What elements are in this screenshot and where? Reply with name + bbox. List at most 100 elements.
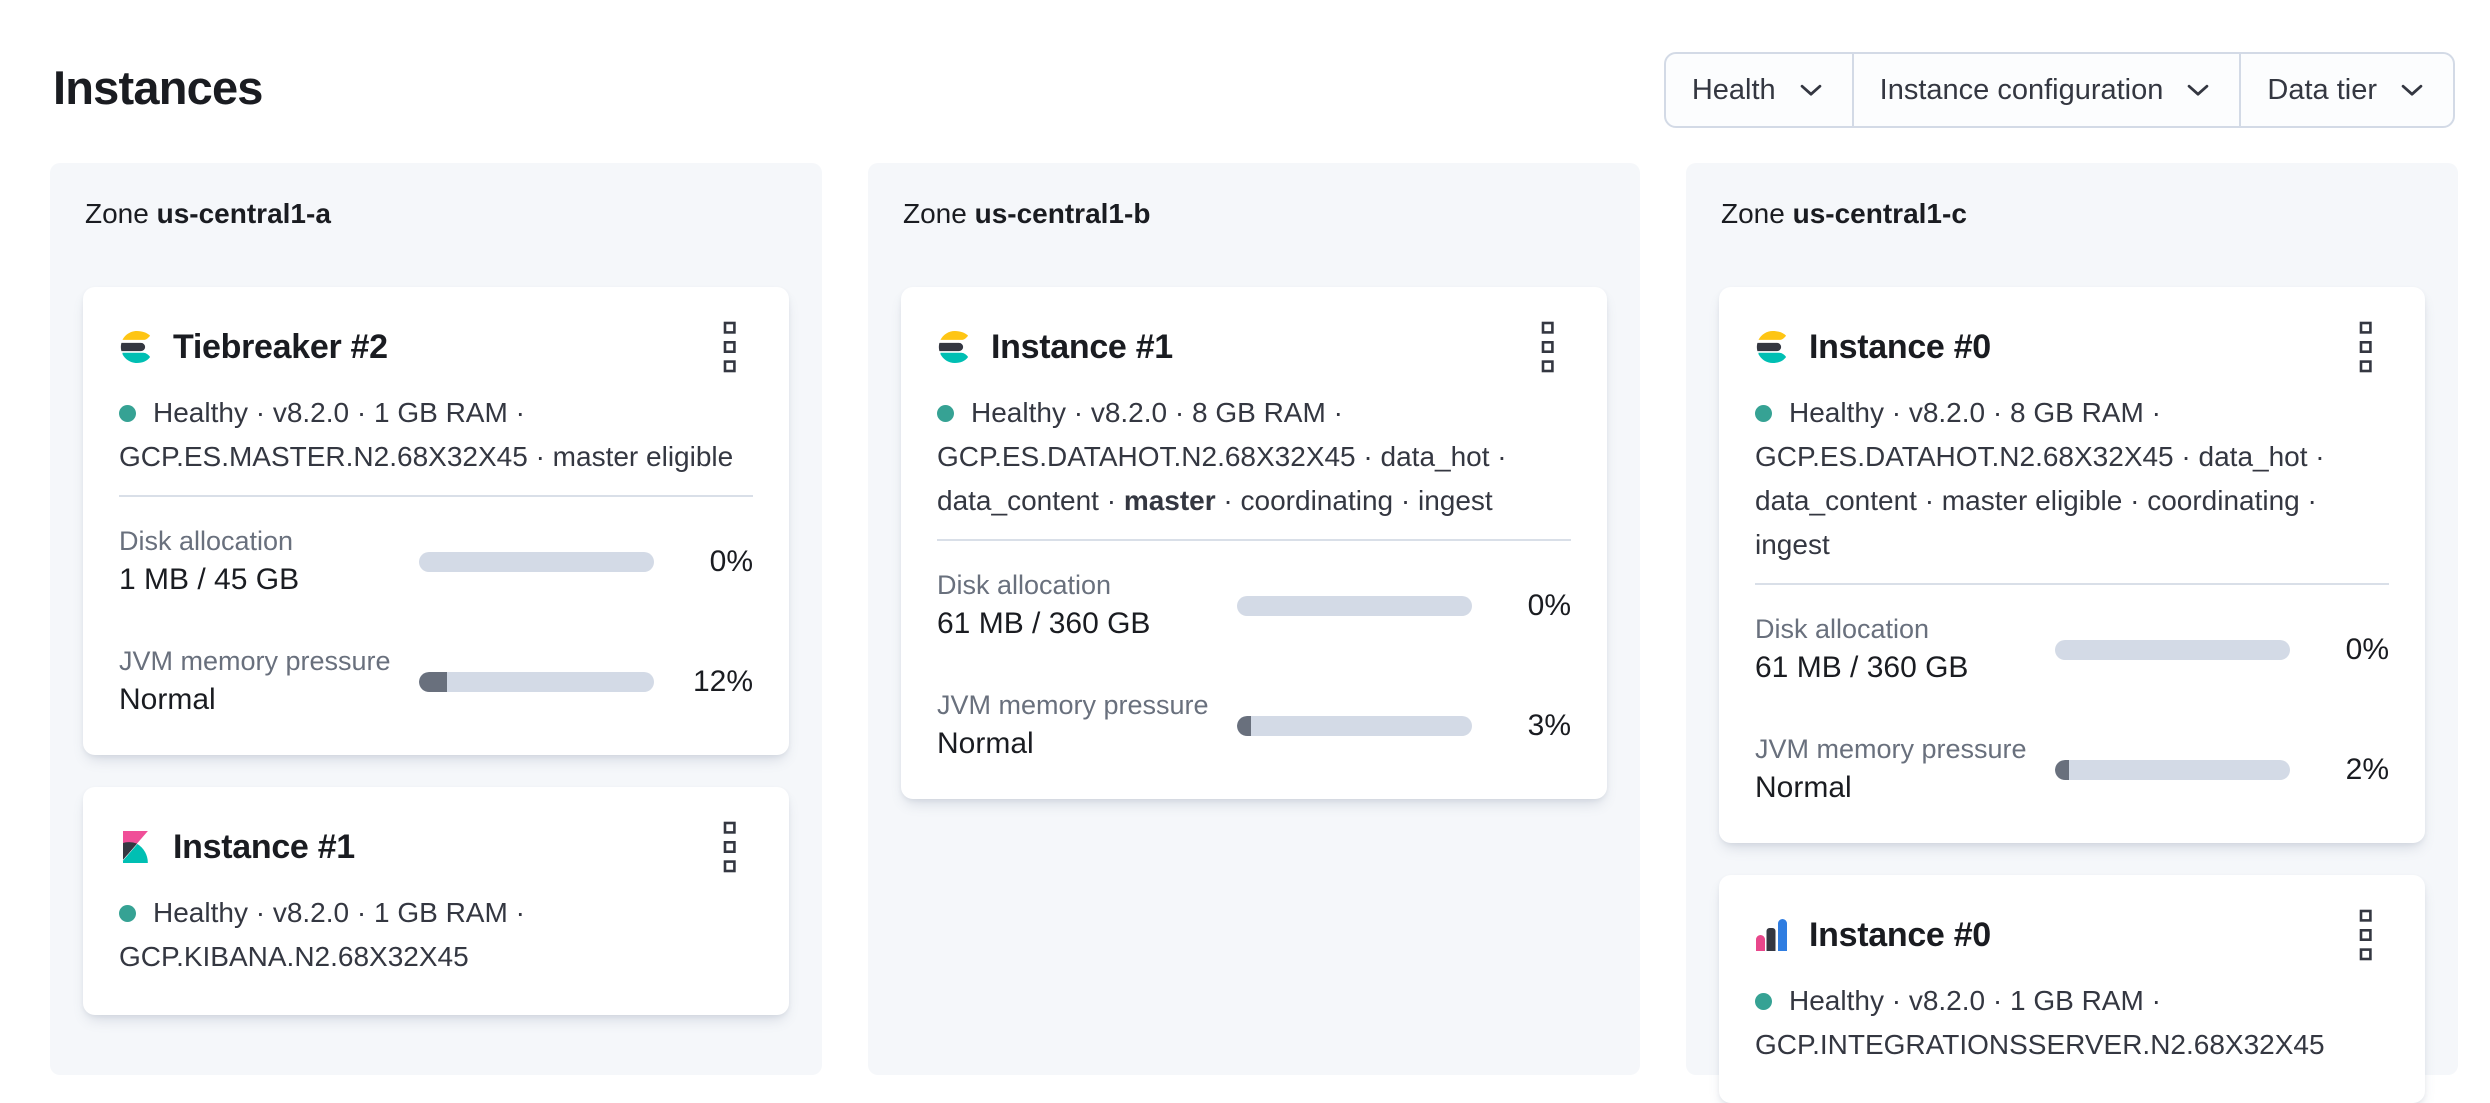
status-segment: GCP.ES.DATAHOT.N2.68X32X45 · data_hot ·: [1755, 441, 2325, 472]
status-segment: GCP.KIBANA.N2.68X32X45: [119, 941, 469, 972]
metric-value: Normal: [1755, 771, 1852, 804]
filter-button-label: Health: [1691, 73, 1776, 106]
instance-status-line: GCP.ES.MASTER.N2.68X32X45 · master eligi…: [119, 435, 753, 479]
status-segment: GCP.ES.DATAHOT.N2.68X32X45 · data_hot ·: [937, 441, 1507, 472]
status-segment: Healthy · v8.2.0 · 1 GB RAM ·: [153, 397, 525, 428]
kibana-logo: [119, 831, 151, 863]
metric-label: JVM memory pressure: [1755, 734, 2027, 764]
zone-label: Zone us-central1-a: [85, 198, 331, 229]
metric-row: JVM memory pressure Normal 12%: [119, 645, 753, 719]
status-segment: Healthy · v8.2.0 · 8 GB RAM ·: [1789, 397, 2161, 428]
instance-card: Tiebreaker #2 Healthy · v8.2.0 · 1 GB RA…: [83, 287, 789, 755]
metric-value: 61 MB / 360 GB: [1755, 651, 1969, 684]
instance-status-line: data_content · master eligible · coordin…: [1755, 479, 2389, 567]
metric-row: JVM memory pressure Normal 3%: [937, 689, 1571, 763]
status-segment: Healthy · v8.2.0 · 1 GB RAM ·: [1789, 985, 2161, 1016]
status-segment: · coordinating · ingest: [1215, 485, 1493, 516]
instance-title: Instance #0: [1809, 328, 1991, 366]
progress-bar: [2055, 760, 2290, 780]
instance-card: Instance #0 Healthy · v8.2.0 · 8 GB RAM …: [1719, 287, 2425, 843]
zone-name: us-central1-a: [156, 198, 331, 229]
filter-button[interactable]: Health: [1666, 54, 1852, 126]
status-segment: Healthy · v8.2.0 · 1 GB RAM ·: [153, 897, 525, 928]
instance-status: Healthy · v8.2.0 · 1 GB RAM · GCP.ES.MAST…: [119, 391, 753, 479]
progress-bar: [419, 672, 654, 692]
zone-cards: Instance #0 Healthy · v8.2.0 · 8 GB RAM …: [1719, 287, 2425, 1103]
progress-bar: [1237, 716, 1472, 736]
status-segment: data_content · master eligible · coordin…: [1755, 485, 2317, 560]
page-header: Instances Health Instance configuration …: [0, 0, 2490, 128]
instance-status-line: GCP.KIBANA.N2.68X32X45: [119, 935, 753, 979]
instance-card-header: Instance #1: [937, 321, 1571, 373]
card-divider: [1755, 583, 2389, 585]
metric-value: 61 MB / 360 GB: [937, 607, 1151, 640]
health-dot: [119, 405, 136, 422]
integrations-server-logo: [1755, 919, 1787, 951]
instance-card: Instance #0 Healthy · v8.2.0 · 1 GB RAM …: [1719, 875, 2425, 1103]
instance-status: Healthy · v8.2.0 · 8 GB RAM · GCP.ES.DATA…: [1755, 391, 2389, 567]
instance-metrics: Disk allocation 1 MB / 45 GB 0% JVM memo…: [119, 525, 753, 719]
health-dot: [1755, 993, 1772, 1010]
progress-bar-fill: [419, 672, 448, 692]
metric-label: Disk allocation: [119, 526, 294, 556]
metric-percent: 12%: [692, 665, 753, 698]
metric-row: Disk allocation 61 MB / 360 GB 0%: [1755, 613, 2389, 687]
instance-menu-button[interactable]: [723, 821, 737, 873]
chevron-down-icon: [2183, 75, 2213, 105]
zone-panel: Zone us-central1-a Tiebreaker #2 Healthy…: [50, 163, 822, 1075]
filter-button[interactable]: Data tier: [2239, 54, 2453, 126]
metric-percent: 0%: [709, 545, 753, 578]
instance-status-line: Healthy · v8.2.0 · 1 GB RAM ·: [119, 891, 753, 935]
zone-name: us-central1-c: [1792, 198, 1967, 229]
health-dot: [1755, 405, 1772, 422]
instance-status-line: GCP.INTEGRATIONSSERVER.N2.68X32X45: [1755, 1023, 2389, 1067]
elasticsearch-logo: [119, 331, 151, 363]
boxes-vertical-icon: [2359, 909, 2372, 961]
instance-menu-button[interactable]: [1541, 321, 1555, 373]
instance-card-header: Instance #0: [1755, 909, 2389, 961]
card-divider: [119, 495, 753, 497]
zone-cards: Instance #1 Healthy · v8.2.0 · 8 GB RAM …: [901, 287, 1607, 799]
metric-row: Disk allocation 61 MB / 360 GB 0%: [937, 569, 1571, 643]
metric-value: Normal: [937, 727, 1034, 760]
page-title: Instances: [53, 61, 263, 114]
boxes-vertical-icon: [723, 821, 736, 873]
zone-label: Zone us-central1-c: [1721, 198, 1967, 229]
metric-label: JVM memory pressure: [937, 690, 1209, 720]
progress-bar: [1237, 596, 1472, 616]
instance-title: Instance #1: [173, 828, 355, 866]
instance-title: Tiebreaker #2: [173, 328, 388, 366]
health-dot: [937, 405, 954, 422]
zone-name: us-central1-b: [974, 198, 1151, 229]
boxes-vertical-icon: [1541, 321, 1554, 373]
metric-percent: 0%: [1527, 589, 1571, 622]
elasticsearch-logo: [1755, 331, 1787, 363]
boxes-vertical-icon: [2359, 321, 2372, 373]
progress-bar-fill: [1237, 716, 1251, 736]
status-segment: data_content ·: [937, 485, 1124, 516]
instance-menu-button[interactable]: [2359, 909, 2373, 961]
filter-button[interactable]: Instance configuration: [1851, 54, 2240, 126]
instance-menu-button[interactable]: [723, 321, 737, 373]
instance-status-line: Healthy · v8.2.0 · 1 GB RAM ·: [119, 391, 753, 435]
chevron-down-icon: [1796, 75, 1826, 105]
progress-bar-fill: [2055, 760, 2069, 780]
instance-card-header: Instance #0: [1755, 321, 2389, 373]
zone-label: Zone us-central1-b: [903, 198, 1151, 229]
zones-row: Zone us-central1-a Tiebreaker #2 Healthy…: [0, 128, 2490, 1103]
status-segment: GCP.INTEGRATIONSSERVER.N2.68X32X45: [1755, 1029, 2325, 1060]
instance-metrics: Disk allocation 61 MB / 360 GB 0% JVM me…: [1755, 613, 2389, 807]
instance-status: Healthy · v8.2.0 · 1 GB RAM · GCP.KIBANA.…: [119, 891, 753, 979]
filter-button-label: Instance configuration: [1879, 73, 2164, 106]
progress-bar: [2055, 640, 2290, 660]
elasticsearch-logo: [937, 331, 969, 363]
metric-value: Normal: [119, 683, 216, 716]
boxes-vertical-icon: [723, 321, 736, 373]
instance-card: Instance #1 Healthy · v8.2.0 · 8 GB RAM …: [901, 287, 1607, 799]
instance-status-line: Healthy · v8.2.0 · 1 GB RAM ·: [1755, 979, 2389, 1023]
instance-menu-button[interactable]: [2359, 321, 2373, 373]
instance-title: Instance #0: [1809, 916, 1991, 954]
health-dot: [119, 905, 136, 922]
zone-panel: Zone us-central1-b Instance #1 Healthy ·…: [868, 163, 1640, 1075]
metric-percent: 3%: [1527, 709, 1571, 742]
